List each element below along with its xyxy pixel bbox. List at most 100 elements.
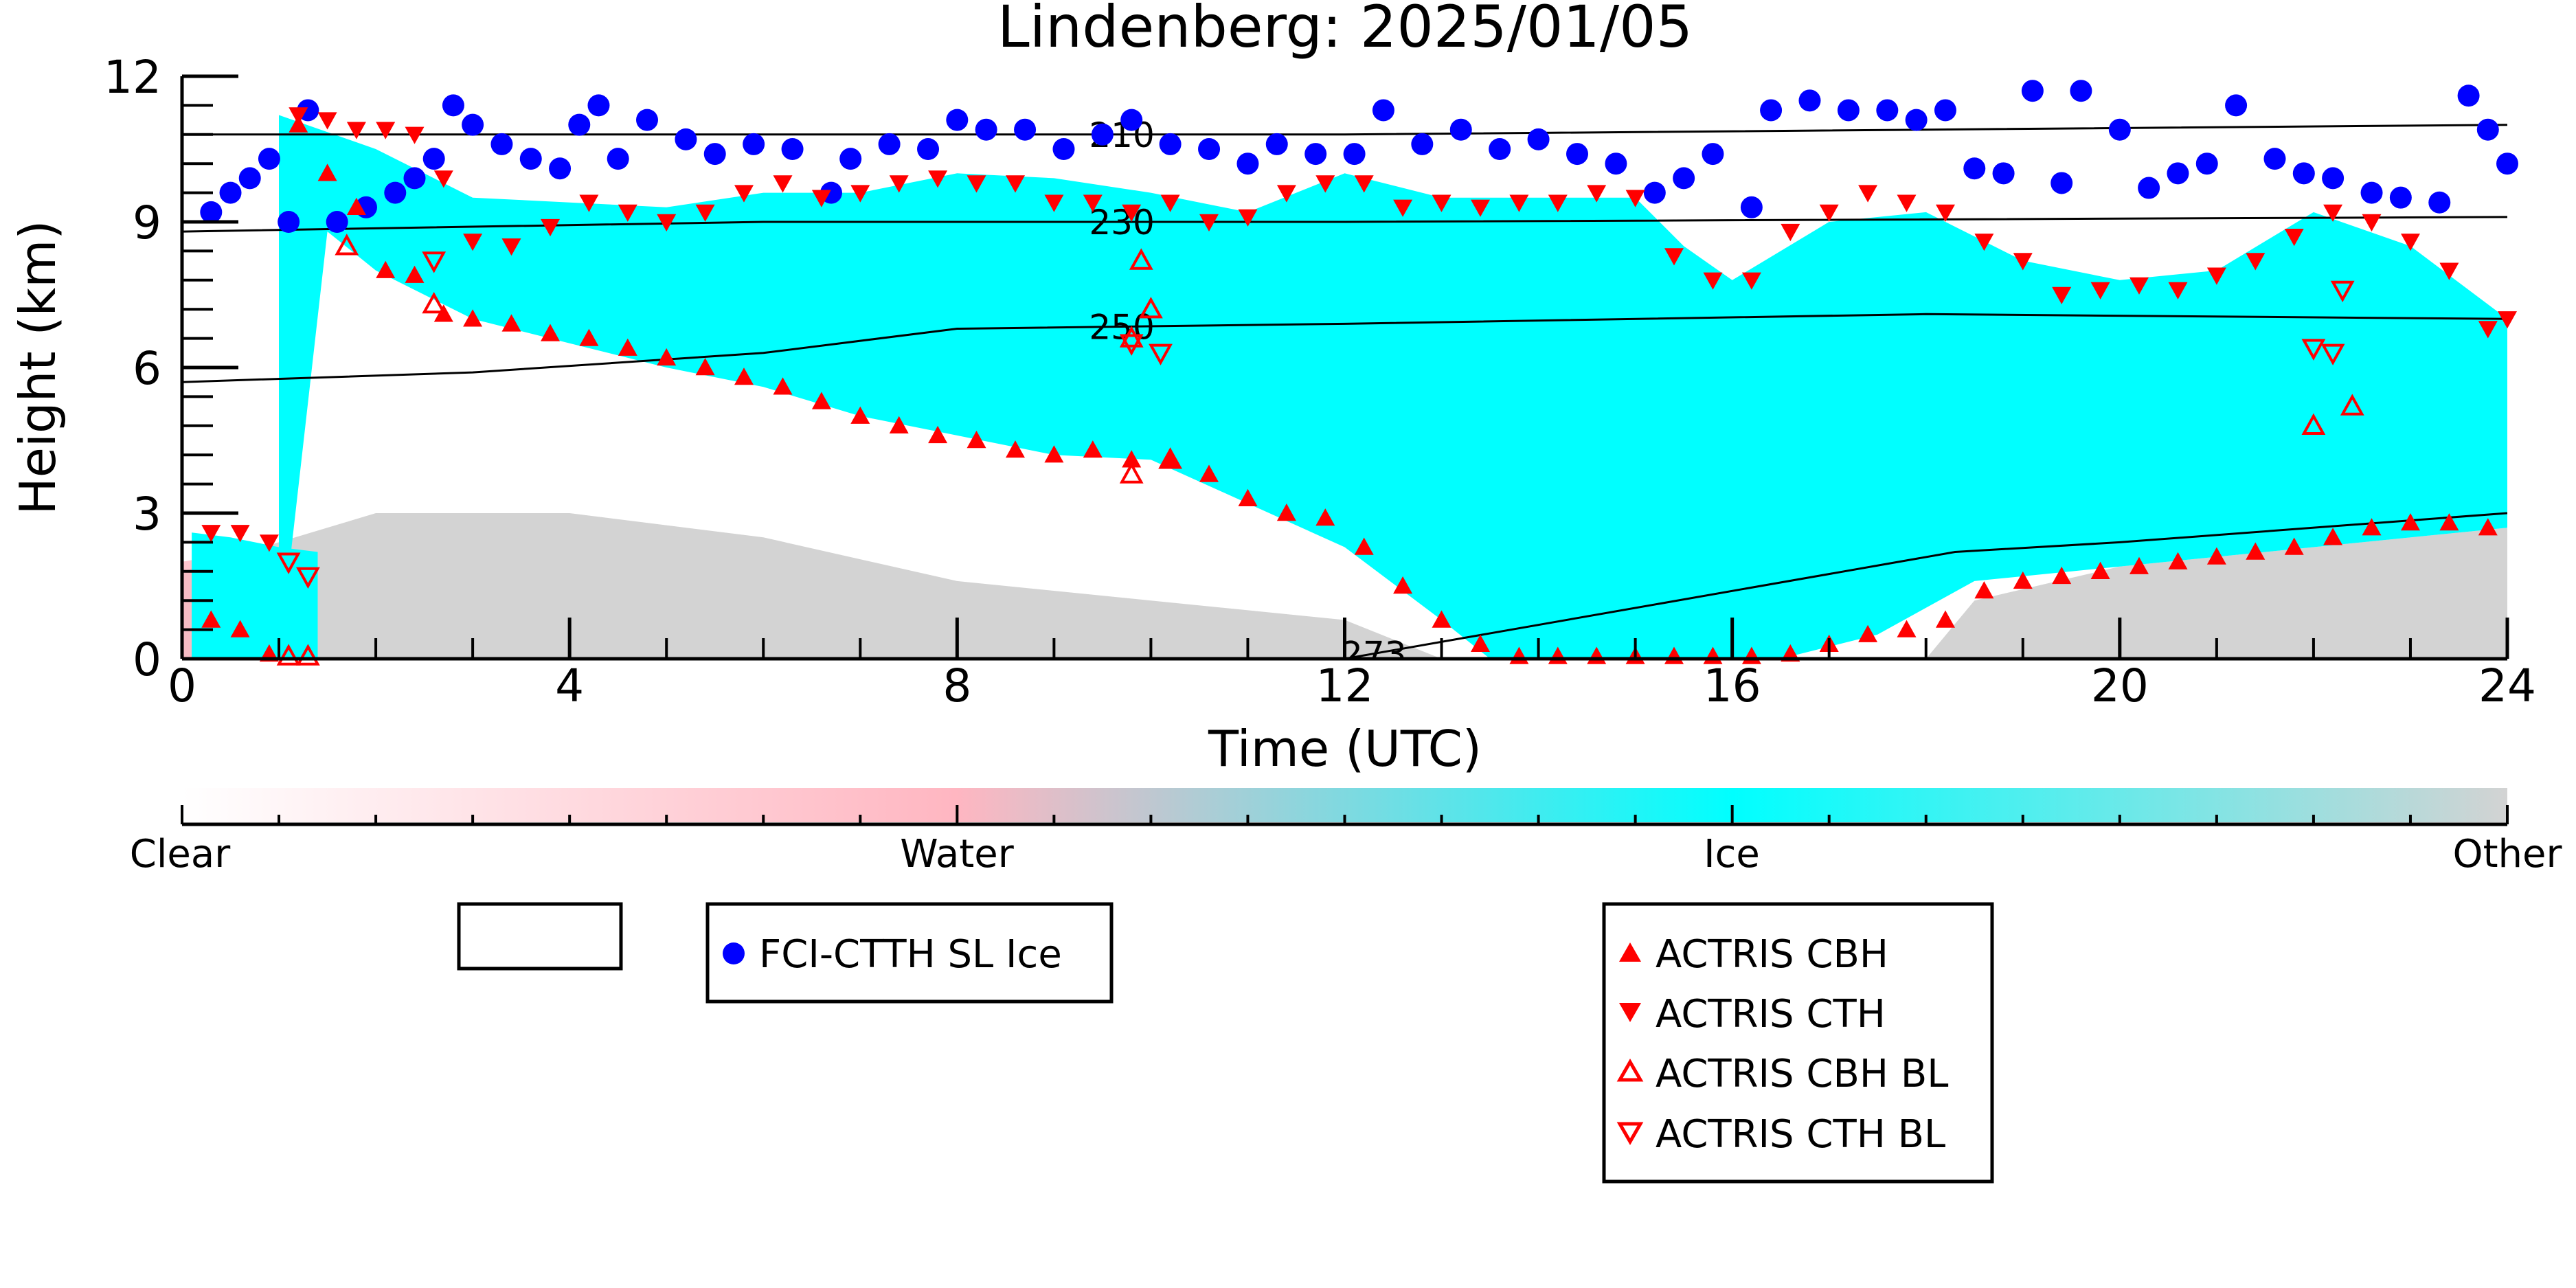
point xyxy=(1741,272,1761,290)
point xyxy=(2323,528,2343,545)
point xyxy=(2322,167,2345,190)
point xyxy=(1527,128,1550,150)
point xyxy=(1149,343,1173,365)
legend-cth-bl-label: ACTRIS CTH BL xyxy=(1656,1112,1945,1157)
legend-fci-frame xyxy=(705,902,1114,1004)
contour-label-273: 273 xyxy=(1341,635,1406,675)
colorbar-label-ice: Ice xyxy=(1704,832,1760,877)
legend-fci: FCI-CTTH SL Ice xyxy=(705,902,1114,1004)
point xyxy=(618,204,637,222)
point xyxy=(2167,162,2189,185)
low-ice-region xyxy=(192,532,318,659)
point xyxy=(889,416,909,433)
point xyxy=(1129,248,1153,270)
point xyxy=(1198,138,1221,160)
point xyxy=(1119,326,1144,348)
point xyxy=(850,185,870,203)
point xyxy=(501,238,521,256)
legend-cth-bl-marker-icon xyxy=(1616,1122,1644,1146)
point xyxy=(1548,194,1568,212)
point xyxy=(2050,172,2073,194)
point xyxy=(2401,234,2420,251)
point xyxy=(1343,143,1366,166)
point xyxy=(1489,138,1511,160)
point xyxy=(773,377,793,395)
point xyxy=(1897,194,1917,212)
point xyxy=(549,157,572,180)
point xyxy=(2284,537,2304,555)
point xyxy=(296,567,320,589)
point xyxy=(346,197,366,215)
point xyxy=(579,328,599,346)
point xyxy=(2498,311,2517,329)
point xyxy=(1083,194,1103,212)
point xyxy=(276,552,301,574)
point xyxy=(1276,185,1296,203)
point xyxy=(346,122,366,139)
point xyxy=(442,94,464,117)
point xyxy=(463,234,483,251)
point xyxy=(1006,440,1025,458)
point xyxy=(568,113,591,136)
point xyxy=(2301,413,2326,435)
point xyxy=(230,620,250,637)
point xyxy=(1315,175,1335,193)
point xyxy=(2389,186,2412,209)
colorbar-label-water: Water xyxy=(900,832,1015,877)
x-tick-label: 20 xyxy=(2091,659,2149,712)
point xyxy=(2340,394,2364,416)
point xyxy=(462,113,484,136)
series-actris-cbh-bl xyxy=(276,234,2364,666)
y-tick-label: 0 xyxy=(133,633,161,686)
point xyxy=(519,148,542,170)
point xyxy=(2439,513,2459,531)
series-actris-cth xyxy=(201,107,2517,552)
point xyxy=(1673,167,1695,190)
point xyxy=(2225,94,2248,117)
point xyxy=(1052,138,1075,160)
point xyxy=(1393,576,1413,594)
point xyxy=(2052,286,2072,304)
point xyxy=(2496,152,2518,175)
point xyxy=(1091,123,1114,146)
point xyxy=(2206,267,2226,285)
point xyxy=(2168,552,2188,569)
point xyxy=(636,109,658,131)
point xyxy=(2013,571,2033,589)
point xyxy=(201,525,221,543)
contour-label-230: 230 xyxy=(1089,203,1154,242)
point xyxy=(278,211,300,233)
point xyxy=(1432,610,1451,628)
point xyxy=(2021,80,2044,102)
contour-250 xyxy=(182,313,2507,383)
legend-cbh-bl-label: ACTRIS CBH BL xyxy=(1656,1052,1948,1096)
point xyxy=(2263,148,2286,170)
point xyxy=(1963,157,1986,180)
point xyxy=(1044,445,1064,463)
point xyxy=(1122,450,1142,468)
point xyxy=(405,265,425,283)
point xyxy=(1471,199,1490,217)
point xyxy=(1858,624,1878,642)
x-tick-label: 24 xyxy=(2478,659,2536,712)
point xyxy=(811,190,831,207)
point xyxy=(1265,133,1288,155)
point xyxy=(201,610,221,628)
point xyxy=(2168,282,2188,300)
y-tick-label: 3 xyxy=(133,488,161,541)
y-tick-label: 12 xyxy=(104,51,161,104)
point xyxy=(403,167,426,190)
point xyxy=(1139,297,1163,319)
point xyxy=(405,126,425,144)
point xyxy=(326,211,348,233)
point xyxy=(1119,334,1144,356)
point xyxy=(1354,537,1374,555)
other-region xyxy=(182,513,2507,659)
point xyxy=(258,148,280,170)
point xyxy=(2323,204,2343,222)
point xyxy=(317,112,337,130)
point xyxy=(1781,223,1800,242)
point xyxy=(773,175,793,193)
x-tick-label: 4 xyxy=(555,659,584,712)
